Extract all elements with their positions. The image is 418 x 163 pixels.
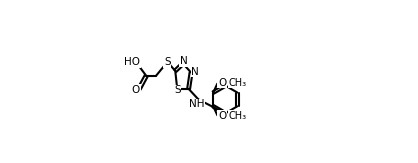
Text: CH₃: CH₃ <box>229 78 247 88</box>
Text: NH: NH <box>189 99 204 109</box>
Text: O: O <box>218 78 227 88</box>
Text: S: S <box>174 85 181 96</box>
Text: N: N <box>191 67 199 77</box>
Text: CH₃: CH₃ <box>229 111 247 121</box>
Text: HO: HO <box>125 57 140 67</box>
Text: O: O <box>218 111 227 121</box>
Text: O: O <box>132 85 140 95</box>
Text: N: N <box>180 56 188 66</box>
Text: S: S <box>164 57 171 67</box>
